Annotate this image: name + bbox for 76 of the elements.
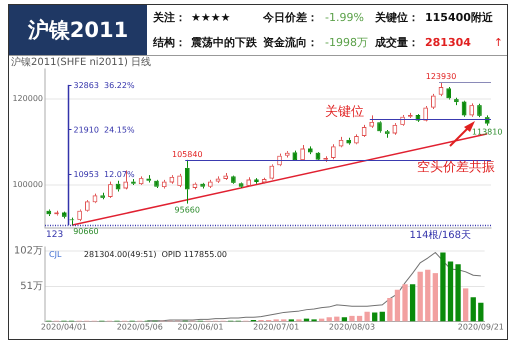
bar — [418, 272, 423, 322]
x-tick-label: 2020/08/03 — [328, 322, 376, 332]
bar — [448, 261, 454, 322]
text: 沪镍2011(SHFE ni2011) 日线 — [11, 56, 152, 68]
candlestick — [254, 178, 259, 184]
text: 今日价差： — [263, 10, 319, 25]
y-tick-label: 120000 — [12, 94, 43, 104]
bar — [463, 288, 468, 322]
candlestick — [77, 209, 82, 222]
text: 沪镍2011 — [9, 5, 147, 55]
text: ↑ — [494, 36, 503, 49]
candlestick — [423, 105, 428, 122]
text: ★★★★ — [191, 11, 232, 24]
y-tick-label: 102万 — [14, 246, 43, 257]
candlestick — [392, 122, 398, 136]
annotation: 105840 — [172, 150, 203, 159]
annotation: 32863 36.22% — [74, 80, 135, 90]
candlestick — [308, 146, 313, 155]
bar — [432, 273, 438, 322]
bar — [410, 284, 416, 322]
candlestick — [216, 176, 220, 184]
x-tick-label: 2020/07/01 — [253, 322, 300, 332]
candlestick — [284, 150, 290, 158]
text: -1998万 — [325, 35, 369, 50]
candlestick — [446, 86, 452, 100]
text: 关键位： — [375, 10, 420, 25]
y-tick-label: 100000 — [12, 180, 43, 190]
bar — [402, 284, 408, 322]
candlestick — [184, 159, 190, 204]
candlestick — [431, 93, 436, 110]
annotation: 123930 — [426, 72, 456, 82]
annotation: CJL — [49, 250, 62, 259]
text: 成交量： — [375, 35, 420, 50]
bar — [440, 252, 446, 322]
text: 114根/168天 — [409, 229, 471, 241]
text: 震荡中的下跌 — [191, 35, 258, 50]
annotation: 空头价差共振 — [417, 160, 495, 175]
text: 结构： — [153, 35, 187, 50]
text: -1.99% — [325, 11, 365, 24]
bar — [380, 312, 385, 322]
bar — [334, 316, 340, 322]
x-tick-label: 2020/09/21 — [458, 322, 504, 332]
ref-line-label: 关键位 — [324, 104, 364, 120]
bar — [387, 298, 393, 322]
x-tick-label: 2020/05/06 — [116, 322, 163, 332]
annotation: 90660 — [73, 227, 99, 236]
candlestick — [208, 179, 213, 189]
candlestick — [223, 172, 228, 180]
bar — [394, 290, 400, 322]
bar — [372, 312, 378, 322]
candlestick — [362, 124, 366, 138]
bar — [425, 270, 430, 322]
candlestick — [331, 144, 336, 160]
bar — [455, 264, 461, 322]
y-tick-label: 51万 — [20, 280, 43, 292]
text: 281304 — [425, 36, 471, 49]
annotation: 281304.00(49:51) OPID 117855.00 — [84, 250, 228, 259]
candlestick — [200, 182, 205, 189]
text: 123 — [46, 230, 64, 240]
text: 115400附近 — [425, 10, 494, 25]
text: 关注： — [153, 10, 187, 25]
candlestick — [62, 211, 67, 220]
candlestick — [192, 182, 198, 190]
x-tick-label: 2020/04/01 — [40, 322, 88, 332]
bar — [478, 302, 484, 322]
annotation: 21910 24.15% — [74, 125, 135, 134]
annotation: 113810 — [472, 128, 502, 137]
bar — [319, 318, 324, 322]
x-tick-label: 2020/06/01 — [177, 322, 224, 332]
text: 资金流向： — [263, 35, 319, 50]
candlestick — [116, 180, 120, 192]
bar — [364, 312, 370, 322]
annotation: 95660 — [174, 206, 200, 215]
bar — [470, 297, 476, 322]
candlestick — [108, 181, 113, 198]
candlestick — [454, 97, 459, 106]
